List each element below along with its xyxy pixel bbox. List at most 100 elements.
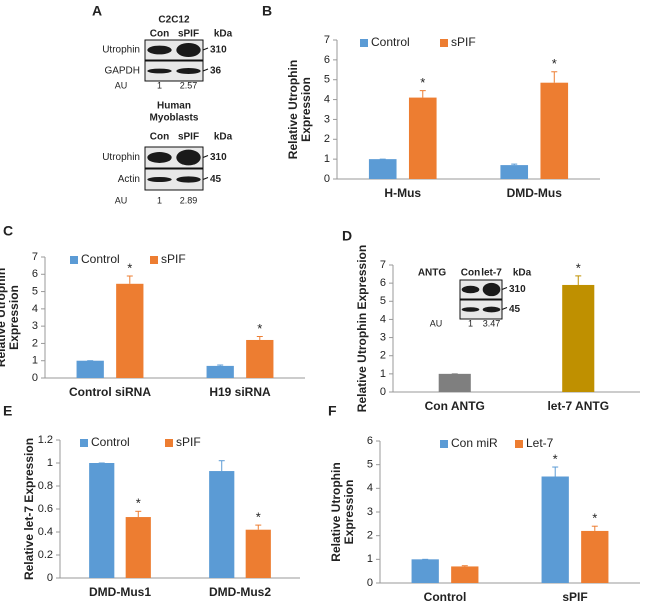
blot-band bbox=[482, 306, 501, 313]
legend-swatch bbox=[515, 440, 523, 448]
y-tick-label: 2 bbox=[32, 337, 38, 349]
y-tick-label: 5 bbox=[380, 295, 386, 307]
y-axis-label: Expression bbox=[299, 77, 313, 142]
au-label: AU bbox=[430, 318, 443, 328]
kda-tick bbox=[202, 47, 209, 51]
x-tick-label: sPIF bbox=[562, 590, 587, 604]
annotation: * bbox=[256, 510, 261, 525]
protein-label: Actin bbox=[118, 174, 140, 185]
legend-label: Control bbox=[91, 435, 130, 449]
annotation: * bbox=[553, 451, 558, 466]
protein-label: Utrophin bbox=[102, 152, 140, 163]
legend-swatch bbox=[80, 439, 88, 447]
au-value: 1 bbox=[157, 80, 162, 90]
y-tick-label: 0.6 bbox=[38, 503, 53, 515]
blot-band bbox=[461, 307, 480, 312]
blot-band bbox=[147, 152, 172, 163]
y-tick-label: 1 bbox=[324, 153, 330, 165]
lane-label: sPIF bbox=[178, 132, 199, 143]
protein-label: GAPDH bbox=[104, 66, 140, 77]
y-axis-label: Expression bbox=[7, 285, 21, 350]
y-tick-label: 6 bbox=[324, 54, 330, 66]
y-tick-label: 1 bbox=[47, 457, 53, 469]
y-tick-label: 5 bbox=[32, 285, 38, 297]
x-tick-label: let-7 ANTG bbox=[547, 399, 609, 413]
lane-label: sPIF bbox=[178, 29, 199, 40]
kda-label: 45 bbox=[210, 174, 222, 185]
panel-label: A bbox=[92, 3, 102, 19]
y-tick-label: 1 bbox=[367, 553, 373, 565]
kda-label: 310 bbox=[210, 152, 227, 163]
bar bbox=[206, 365, 234, 378]
au-value: 1 bbox=[157, 195, 162, 205]
bar bbox=[438, 373, 471, 392]
legend-swatch bbox=[360, 39, 368, 47]
unit-label: kDa bbox=[513, 268, 532, 279]
blot-band bbox=[176, 43, 201, 57]
blot-title: Myoblasts bbox=[150, 113, 199, 124]
y-axis-label: Relative Utrophin bbox=[286, 60, 300, 159]
legend-swatch bbox=[440, 440, 448, 448]
legend-label: Let-7 bbox=[526, 436, 554, 450]
annotation: * bbox=[576, 260, 581, 275]
au-value: 2.57 bbox=[180, 80, 198, 90]
x-tick-label: H-Mus bbox=[384, 186, 421, 200]
au-value: 2.89 bbox=[180, 195, 198, 205]
y-tick-label: 7 bbox=[324, 34, 330, 46]
y-tick-label: 0.4 bbox=[38, 526, 53, 538]
kda-tick bbox=[501, 307, 508, 310]
protein-label: Utrophin bbox=[102, 45, 140, 56]
panel-label: F bbox=[328, 403, 337, 419]
x-tick-label: Control bbox=[424, 590, 467, 604]
panel-label: B bbox=[262, 3, 272, 19]
legend-swatch bbox=[440, 39, 448, 47]
x-tick-label: Control siRNA bbox=[69, 385, 151, 399]
x-tick-label: Con ANTG bbox=[425, 399, 485, 413]
legend-label: Con miR bbox=[451, 436, 498, 450]
y-tick-label: 0 bbox=[324, 173, 330, 185]
x-tick-label: DMD-Mus2 bbox=[209, 585, 271, 599]
y-axis-label: Relative Utrophin Expression bbox=[355, 245, 369, 412]
y-tick-label: 0.8 bbox=[38, 480, 53, 492]
bar bbox=[408, 97, 437, 179]
blot-band bbox=[176, 149, 201, 166]
bar bbox=[89, 463, 115, 578]
y-tick-label: 1 bbox=[32, 355, 38, 367]
unit-label: kDa bbox=[214, 132, 233, 143]
y-tick-label: 0 bbox=[367, 577, 373, 589]
kda-tick bbox=[501, 287, 508, 290]
panel-label: D bbox=[342, 228, 352, 244]
annotation: * bbox=[592, 511, 597, 526]
bar bbox=[368, 159, 397, 179]
au-value: 3.47 bbox=[483, 318, 501, 328]
y-tick-label: 4 bbox=[380, 313, 386, 325]
legend-swatch bbox=[70, 256, 78, 264]
bar bbox=[451, 566, 479, 583]
y-tick-label: 0 bbox=[32, 372, 38, 384]
kda-label: 310 bbox=[509, 284, 526, 295]
x-tick-label: DMD-Mus bbox=[507, 186, 563, 200]
bar bbox=[209, 471, 235, 578]
bar bbox=[541, 476, 569, 583]
bar bbox=[245, 529, 271, 578]
bar bbox=[562, 284, 595, 392]
y-tick-label: 2 bbox=[324, 133, 330, 145]
annotation: * bbox=[127, 260, 132, 275]
lane-label: let-7 bbox=[481, 268, 502, 279]
lane-label: Con bbox=[461, 268, 480, 279]
y-tick-label: 3 bbox=[367, 506, 373, 518]
blot-title: ANTG bbox=[418, 268, 447, 279]
y-axis-label: Relative Utrophin bbox=[0, 268, 8, 367]
legend-label: Control bbox=[371, 35, 410, 49]
y-tick-label: 2 bbox=[380, 350, 386, 362]
legend-label: sPIF bbox=[451, 35, 476, 49]
bar bbox=[246, 339, 274, 378]
annotation: * bbox=[136, 496, 141, 511]
blot-title: Human bbox=[157, 101, 191, 112]
blot-band bbox=[176, 68, 201, 74]
y-axis-label: Relative Utrophin bbox=[329, 462, 343, 561]
au-label: AU bbox=[115, 195, 128, 205]
bar bbox=[500, 165, 529, 179]
unit-label: kDa bbox=[214, 29, 233, 40]
